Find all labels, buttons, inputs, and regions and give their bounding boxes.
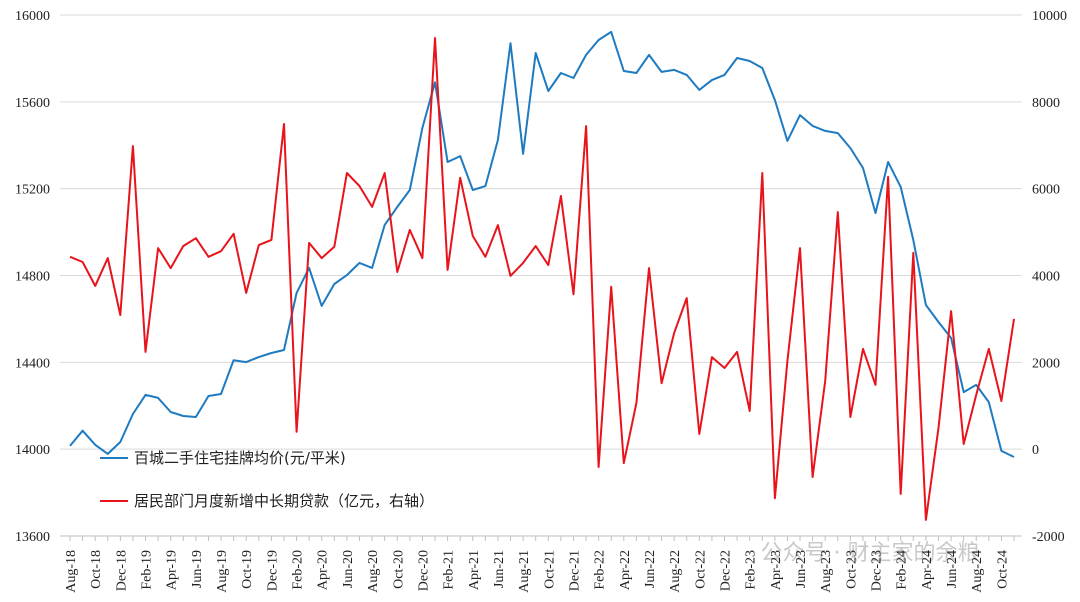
x-tick-label: Apr-24 [920, 550, 935, 590]
y2-tick-label: 2000 [1032, 356, 1060, 371]
y-tick-label: 14800 [15, 270, 50, 285]
x-tick-label: Aug-20 [366, 550, 381, 593]
y2-tick-label: 10000 [1032, 9, 1067, 24]
x-tick-label: Aug-23 [819, 550, 834, 593]
x-tick-label: Oct-24 [995, 550, 1010, 589]
x-tick-label: Jun-21 [492, 550, 507, 588]
x-tick-label: Oct-21 [542, 550, 557, 589]
y-tick-label: 15600 [15, 96, 50, 111]
x-tick-label: Dec-21 [567, 550, 582, 591]
watermark: 公众号 · 财主家的余粮 [761, 541, 980, 566]
x-tick-label: Feb-20 [291, 550, 306, 590]
x-tick-label: Jun-23 [794, 550, 809, 588]
series-line [69, 30, 1015, 458]
x-tick-label: Aug-21 [517, 550, 532, 593]
x-tick-label: Oct-22 [693, 550, 708, 589]
x-tick-label: Jun-22 [643, 550, 658, 588]
x-tick-label: Apr-22 [618, 550, 633, 590]
y2-tick-label: 0 [1032, 443, 1039, 458]
x-tick-label: Dec-20 [416, 550, 431, 591]
legend-label: 百城二手住宅挂牌均价(元/平米) [134, 449, 346, 467]
x-tick-label: Feb-24 [895, 550, 910, 590]
y2-tick-label: 8000 [1032, 96, 1060, 111]
x-tick-label: Aug-22 [668, 550, 683, 593]
x-tick-label: Dec-22 [719, 550, 734, 591]
x-tick-label: Apr-19 [165, 550, 180, 590]
y-tick-label: 16000 [15, 9, 50, 24]
x-tick-label: Feb-21 [442, 550, 457, 590]
x-tick-label: Aug-18 [64, 550, 79, 593]
y-tick-label: 15200 [15, 183, 50, 198]
x-tick-label: Dec-19 [265, 550, 280, 591]
x-tick-label: Apr-20 [316, 550, 331, 590]
legend-label: 居民部门月度新增中长期贷款（亿元，右轴） [134, 492, 434, 510]
x-tick-label: Apr-23 [769, 550, 784, 590]
x-tick-label: Feb-19 [140, 550, 155, 590]
y-tick-label: 13600 [15, 530, 50, 545]
series-line [69, 37, 1015, 521]
x-tick-label: Jun-20 [341, 550, 356, 588]
x-tick-label: Oct-23 [844, 550, 859, 589]
x-tick-label: Aug-24 [970, 550, 985, 593]
y-tick-label: 14400 [15, 356, 50, 371]
x-tick-label: Feb-23 [744, 550, 759, 590]
x-tick-label: Oct-19 [240, 550, 255, 589]
x-tick-label: Jun-24 [945, 550, 960, 588]
x-tick-label: Dec-23 [870, 550, 885, 591]
y-tick-label: 14000 [15, 443, 50, 458]
x-tick-label: Feb-22 [593, 550, 608, 590]
x-tick-label: Apr-21 [467, 550, 482, 590]
x-tick-label: Oct-20 [391, 550, 406, 589]
x-tick-label: Jun-19 [190, 550, 205, 588]
y2-tick-label: -2000 [1032, 530, 1065, 545]
y2-tick-label: 6000 [1032, 183, 1060, 198]
x-tick-label: Oct-18 [89, 550, 104, 589]
y2-tick-label: 4000 [1032, 270, 1060, 285]
x-tick-label: Dec-18 [114, 550, 129, 591]
x-tick-label: Aug-19 [215, 550, 230, 593]
